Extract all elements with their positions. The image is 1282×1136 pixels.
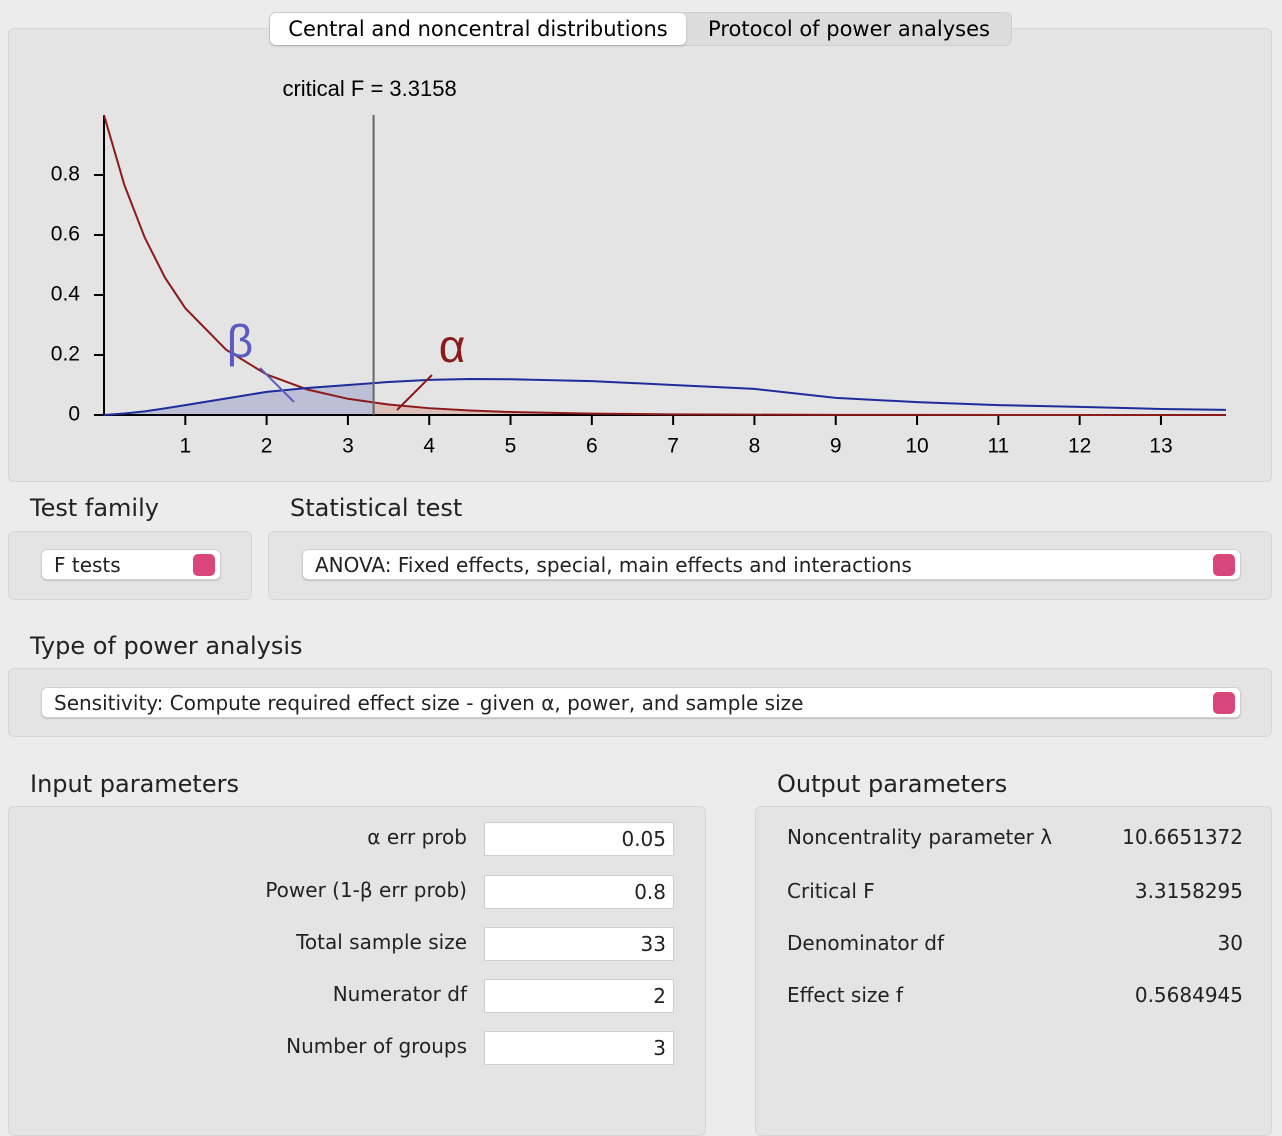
alpha-area (373, 402, 1226, 415)
x-tick-label: 13 (1149, 435, 1172, 458)
x-tick-label: 10 (905, 435, 928, 458)
param-label: Numerator df (332, 982, 467, 1006)
stepper (1213, 692, 1235, 714)
x-tick-label: 4 (423, 435, 435, 458)
stepper (1213, 554, 1235, 576)
param-input[interactable]: 0.8 (484, 875, 674, 909)
output-value: 0.5684945 (1134, 983, 1243, 1007)
y-tick-label: 0.6 (51, 223, 80, 246)
curve (103, 114, 1227, 416)
select[interactable]: F tests (41, 549, 221, 580)
output-label: Effect size f (787, 983, 904, 1007)
x-tick-label: 6 (586, 435, 598, 458)
section-label: Output parameters (777, 770, 1008, 798)
output-value: 10.6651372 (1122, 825, 1243, 849)
param-input[interactable]: 2 (484, 979, 674, 1013)
select[interactable]: Sensitivity: Compute required effect siz… (41, 687, 1241, 718)
x-tick-label: 5 (505, 435, 517, 458)
critical-label: critical F = 3.3158 (282, 76, 456, 101)
y-tick-label: 0.8 (51, 163, 80, 186)
param-input[interactable]: 3 (484, 1031, 674, 1065)
param-input[interactable]: 0.05 (484, 822, 674, 856)
x-tick-label: 2 (261, 435, 273, 458)
x-tick-label: 9 (830, 435, 842, 458)
alpha-pointer (396, 374, 433, 411)
beta-area (104, 383, 374, 415)
stepper (193, 554, 215, 576)
beta-label: β (227, 315, 253, 367)
output-label: Noncentrality parameter λ (787, 825, 1053, 849)
alpha-label: α (439, 320, 466, 372)
x-tick-label: 11 (987, 435, 1009, 458)
x-tick-label: 12 (1068, 435, 1091, 458)
beta-pointer (259, 367, 295, 403)
output-label: Critical F (787, 879, 875, 903)
param-label: Total sample size (296, 930, 467, 954)
select-value: F tests (54, 553, 121, 577)
param-input[interactable]: 33 (484, 927, 674, 961)
output-value: 30 (1217, 931, 1243, 955)
param-label: α err prob (367, 825, 467, 849)
select-value: ANOVA: Fixed effects, special, main effe… (315, 553, 912, 577)
section-label: Statistical test (290, 494, 463, 522)
section-label: Type of power analysis (30, 632, 303, 660)
tab[interactable]: Central and noncentral distributions (270, 13, 686, 45)
param-label: Power (1-β err prob) (265, 878, 467, 902)
x-tick-label: 3 (342, 435, 354, 458)
tab[interactable]: Protocol of power analyses (708, 17, 990, 41)
section-label: Input parameters (30, 770, 239, 798)
y-tick-label: 0 (68, 403, 80, 426)
y-tick-label: 0.4 (51, 283, 81, 306)
y-tick-label: 0.2 (51, 343, 80, 366)
x-tick-label: 1 (179, 435, 191, 458)
param-label: Number of groups (286, 1034, 467, 1058)
section-label: Test family (30, 494, 159, 522)
select[interactable]: ANOVA: Fixed effects, special, main effe… (302, 549, 1241, 580)
x-tick-label: 7 (667, 435, 679, 458)
x-tick-label: 8 (749, 435, 761, 458)
output-value: 3.3158295 (1134, 879, 1243, 903)
select-value: Sensitivity: Compute required effect siz… (54, 691, 804, 715)
output-label: Denominator df (787, 931, 944, 955)
curve (103, 377, 1227, 416)
panel (8, 806, 706, 1136)
panel (755, 806, 1272, 1136)
